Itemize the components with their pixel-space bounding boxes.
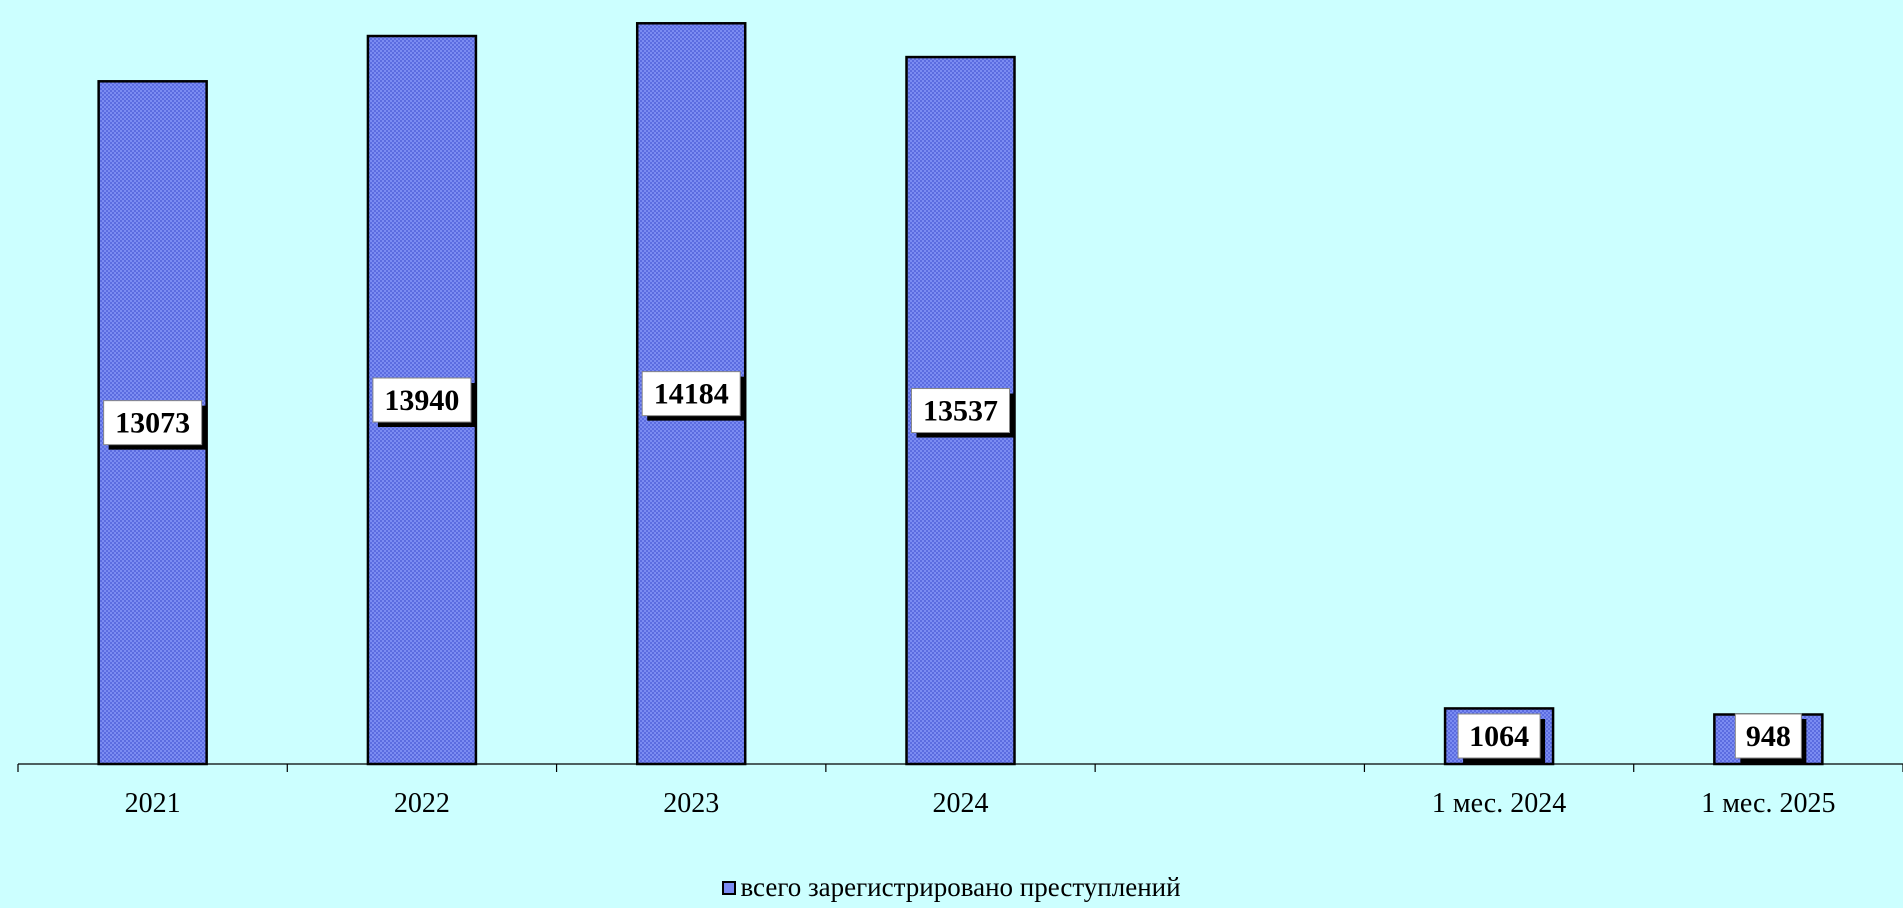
data-label: 13940 [384, 384, 459, 417]
data-label: 13073 [115, 407, 190, 440]
data-label: 948 [1746, 720, 1791, 753]
legend-label: всего зарегистрировано преступлений [740, 872, 1181, 902]
legend-swatch [722, 880, 737, 895]
data-label: 14184 [654, 378, 729, 411]
x-tick-label: 2021 [125, 788, 181, 819]
x-axis: 2021 2022 2023 2024 1 мес. 2024 1 мес. 2025 [17, 763, 1903, 819]
data-label: 1064 [1469, 720, 1529, 753]
x-tick-label: 2022 [394, 788, 450, 819]
data-label-box [641, 371, 741, 417]
x-tick-label: 2023 [663, 788, 719, 819]
data-label-box [103, 400, 203, 446]
x-tick-label: 1 мес. 2024 [1432, 788, 1566, 819]
data-label-box [372, 377, 472, 423]
data-label-box [1734, 713, 1802, 759]
x-tick-label: 1 мес. 2025 [1701, 788, 1835, 819]
legend: всего зарегистрировано преступлений [0, 872, 1903, 903]
data-label-box [1457, 713, 1541, 759]
x-tick-label: 2024 [933, 788, 989, 819]
data-labels-layer: 13073 13940 14184 13537 1064 948 [103, 371, 1807, 763]
data-label-box [911, 388, 1010, 434]
data-label: 13537 [923, 395, 998, 428]
